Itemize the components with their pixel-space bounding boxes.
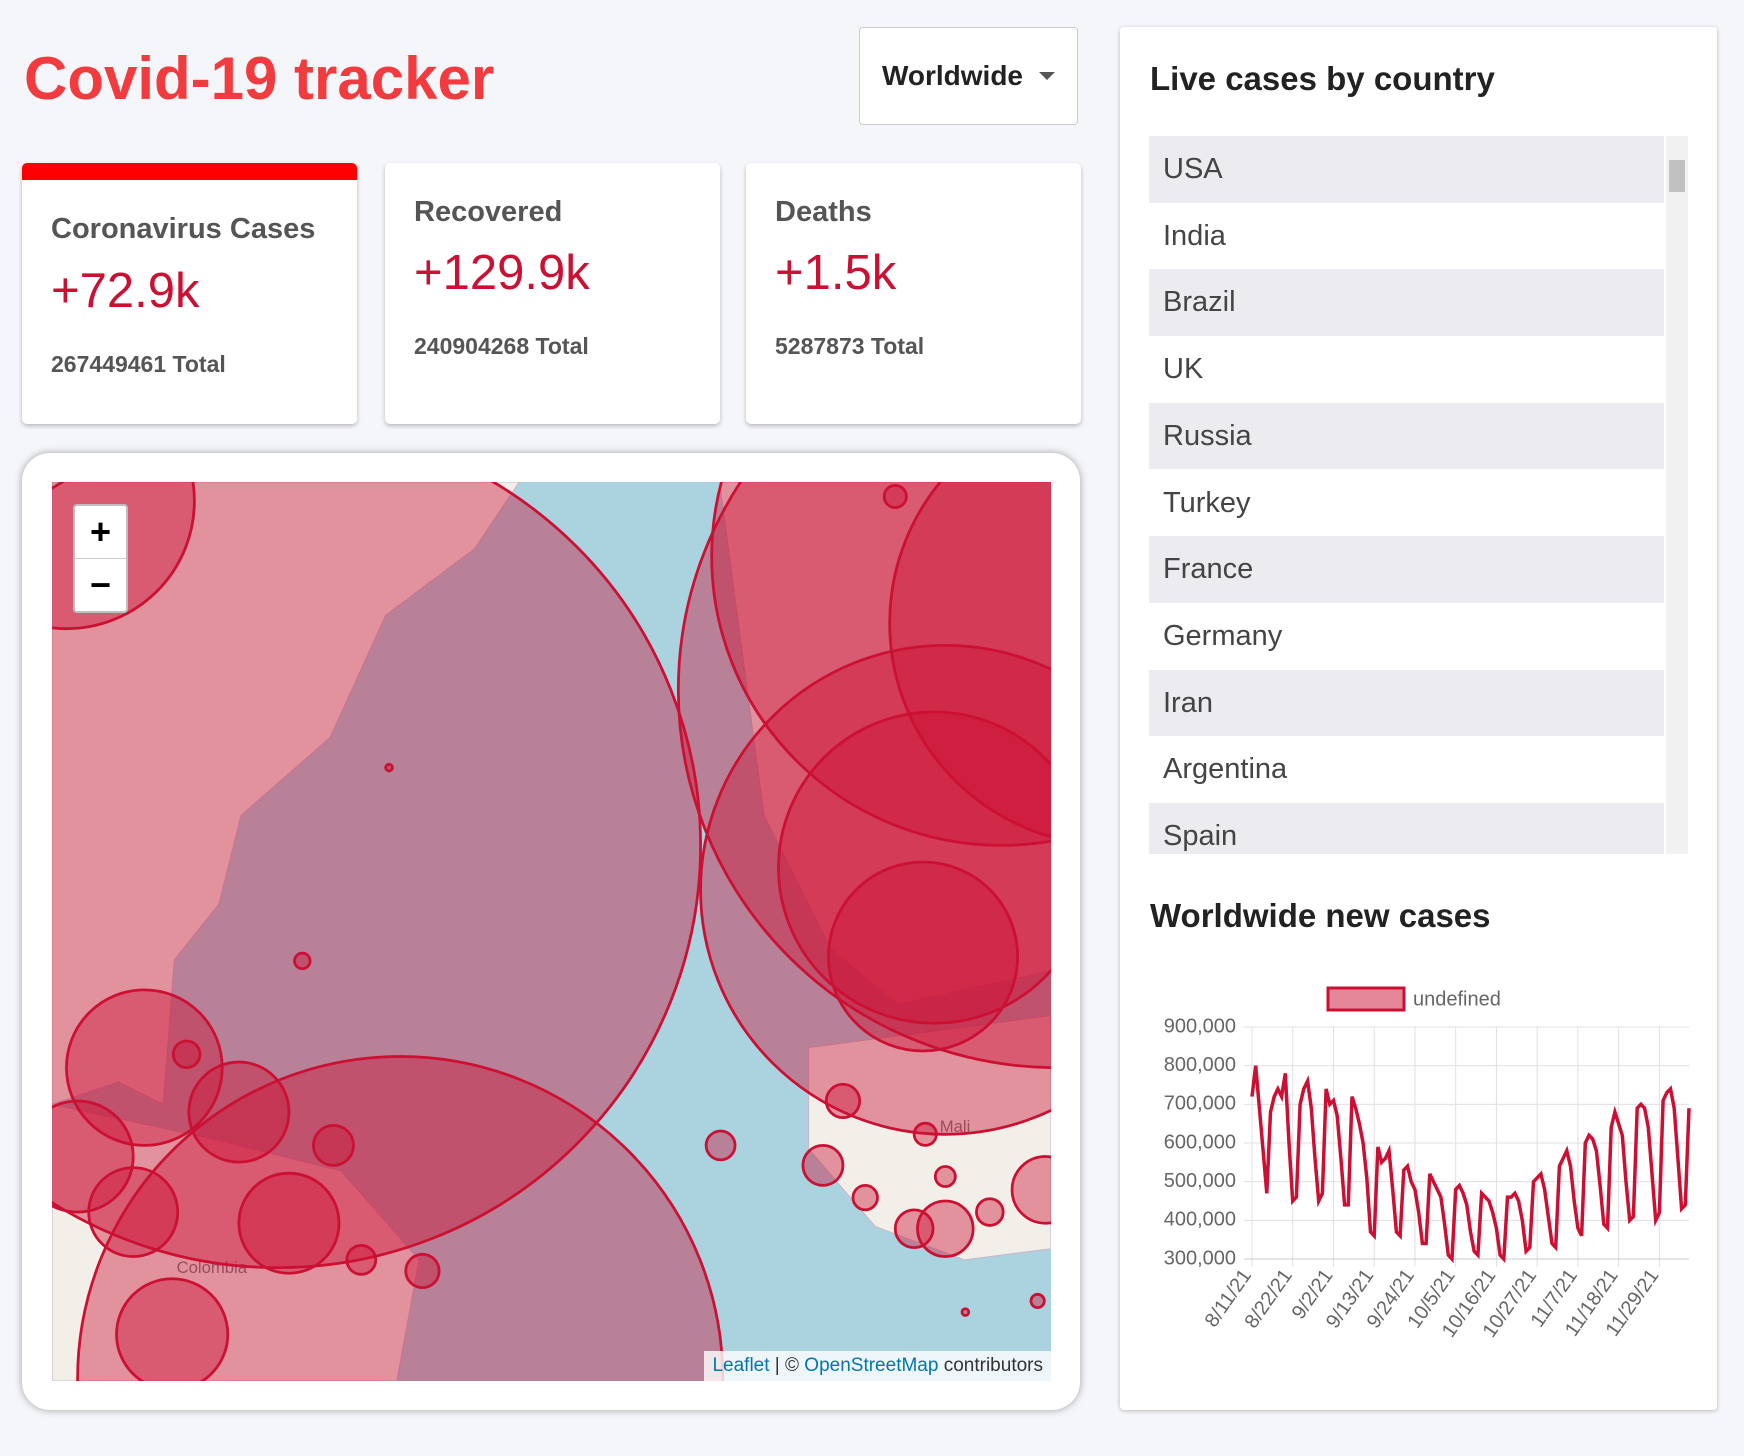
map[interactable]: Mali Colombia — [52, 482, 1051, 1381]
country-row: Spain — [1149, 803, 1664, 854]
case-circle[interactable] — [293, 951, 312, 971]
case-circle[interactable] — [65, 988, 224, 1147]
leaflet-link[interactable]: Leaflet — [712, 1355, 770, 1376]
country-row: USA — [1149, 136, 1664, 203]
case-circle[interactable] — [916, 1199, 975, 1258]
case-circle[interactable] — [1029, 1292, 1046, 1310]
series-line — [1250, 1065, 1691, 1264]
card-title: Recovered — [414, 196, 563, 228]
country-row: Turkey — [1149, 469, 1664, 537]
active-bar — [22, 163, 357, 180]
map-label: Mali — [940, 1117, 971, 1136]
country-row: India — [1149, 202, 1664, 270]
country-row: Germany — [1149, 602, 1664, 670]
case-circle[interactable] — [187, 1060, 291, 1164]
card-today: +72.9k — [51, 264, 200, 318]
app-title: Covid-19 tracker — [24, 45, 495, 112]
osm-link[interactable]: OpenStreetMap — [804, 1355, 939, 1376]
scroll-thumb[interactable] — [1669, 160, 1685, 192]
chart-heading: Worldwide new cases — [1150, 897, 1491, 934]
case-circle[interactable] — [710, 482, 1051, 847]
case-circle[interactable] — [699, 644, 1051, 1136]
case-circle[interactable] — [312, 1124, 355, 1167]
info-card[interactable]: Coronavirus Cases +72.9k 267449461 Total — [22, 163, 357, 424]
line-chart: 300,000 400,000 500,000 600,000 700,000 800,0… — [1164, 986, 1691, 1342]
case-circle[interactable] — [704, 1129, 737, 1162]
case-circle[interactable] — [851, 1184, 879, 1212]
card-today: +129.9k — [414, 246, 590, 300]
map-layer: Mali Colombia — [52, 482, 1051, 1381]
case-circle[interactable] — [827, 860, 1020, 1053]
y-tick-label: 800,000 — [1164, 1054, 1236, 1076]
y-tick-label: 400,000 — [1164, 1209, 1236, 1231]
scrollbar[interactable] — [1666, 136, 1688, 854]
case-circle[interactable] — [171, 1039, 202, 1070]
case-circle[interactable] — [960, 1307, 971, 1317]
case-circle[interactable] — [893, 1208, 935, 1250]
case-circle[interactable] — [824, 1082, 862, 1120]
case-circle[interactable] — [345, 1244, 378, 1276]
case-circle[interactable] — [933, 1165, 957, 1188]
country-row: Argentina — [1149, 736, 1664, 803]
zoom-control: + − — [73, 504, 128, 613]
card-total: 267449461 Total — [51, 351, 226, 377]
y-tick-label: 600,000 — [1164, 1131, 1236, 1153]
y-tick-label: 500,000 — [1164, 1170, 1236, 1192]
y-tick-label: 300,000 — [1164, 1247, 1236, 1269]
card-total: 5287873 Total — [775, 333, 925, 359]
land — [52, 482, 520, 1106]
case-circle[interactable] — [801, 1144, 845, 1187]
country-row: Iran — [1149, 669, 1664, 737]
case-circle[interactable] — [882, 483, 908, 509]
y-tick-label: 900,000 — [1164, 1015, 1236, 1037]
case-circle[interactable] — [237, 1171, 341, 1275]
country-row: Russia — [1149, 402, 1664, 470]
case-circle[interactable] — [52, 482, 702, 1269]
case-circle[interactable] — [115, 1277, 230, 1381]
card-title: Deaths — [775, 196, 872, 228]
case-circle[interactable] — [912, 1121, 938, 1147]
country-row: Brazil — [1149, 269, 1664, 337]
table-title: Live cases by country — [1150, 60, 1495, 97]
country-table: Spain Argentina Iran Germany France Turkey Rus… — [1149, 136, 1688, 854]
case-circle[interactable] — [404, 1252, 441, 1290]
case-circle[interactable] — [777, 710, 1051, 1025]
card-today: +1.5k — [775, 246, 897, 300]
land — [52, 1103, 420, 1381]
case-circle[interactable] — [384, 762, 394, 773]
case-circle[interactable] — [677, 482, 1051, 1069]
case-circle[interactable] — [52, 1099, 135, 1214]
info-card[interactable]: Deaths +1.5k 5287873 Total — [746, 163, 1081, 424]
country-dropdown[interactable]: Worldwide — [859, 27, 1078, 125]
legend-label: undefined — [1413, 988, 1501, 1010]
case-circle[interactable] — [888, 482, 1051, 845]
attribution-suffix: contributors — [943, 1355, 1043, 1376]
case-circle[interactable] — [975, 1197, 1005, 1227]
dropdown-caret — [1039, 72, 1056, 80]
map-attribution: Leaflet | © OpenStreetMap contributors — [704, 1351, 1051, 1381]
attribution-separator: | © — [774, 1355, 800, 1376]
card-total: 240904268 Total — [414, 333, 589, 359]
y-tick-label: 700,000 — [1164, 1093, 1236, 1115]
country-row: France — [1149, 536, 1664, 603]
info-card[interactable]: Recovered +129.9k 240904268 Total — [385, 163, 720, 424]
case-circle[interactable] — [87, 1166, 180, 1258]
zoom-out[interactable]: − — [89, 564, 112, 605]
dropdown-label: Worldwide — [881, 60, 1024, 91]
country-row: UK — [1149, 336, 1664, 403]
zoom-in[interactable]: + — [75, 506, 126, 559]
legend-swatch — [1326, 986, 1406, 1012]
case-circle[interactable] — [1010, 1155, 1051, 1225]
card-title: Coronavirus Cases — [51, 213, 316, 245]
map-label: Colombia — [177, 1258, 248, 1277]
